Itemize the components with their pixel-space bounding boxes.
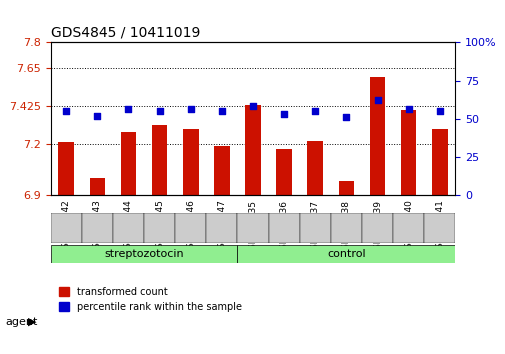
Point	[186, 107, 194, 112]
Point	[342, 114, 350, 120]
Point	[435, 108, 443, 114]
Bar	[400, 110, 416, 195]
Bar	[183, 129, 198, 195]
Point	[217, 108, 225, 114]
Bar	[120, 132, 136, 195]
Point	[124, 107, 132, 112]
Bar	[369, 77, 385, 195]
Point	[155, 108, 163, 114]
Point	[248, 104, 257, 109]
Bar	[307, 141, 322, 195]
Point	[280, 111, 288, 117]
Bar	[89, 178, 105, 195]
Text: ▶: ▶	[28, 317, 36, 327]
Point	[62, 108, 70, 114]
Point	[93, 113, 101, 118]
Bar	[276, 149, 291, 195]
Point	[404, 107, 412, 112]
Text: GDS4845 / 10411019: GDS4845 / 10411019	[50, 26, 199, 40]
Point	[311, 108, 319, 114]
Bar	[338, 181, 354, 195]
Legend: transformed count, percentile rank within the sample: transformed count, percentile rank withi…	[56, 283, 245, 316]
Point	[373, 97, 381, 103]
Bar	[245, 105, 260, 195]
Bar	[152, 125, 167, 195]
Bar	[58, 142, 74, 195]
Bar	[431, 129, 447, 195]
Text: agent: agent	[5, 317, 37, 327]
Bar	[214, 145, 229, 195]
